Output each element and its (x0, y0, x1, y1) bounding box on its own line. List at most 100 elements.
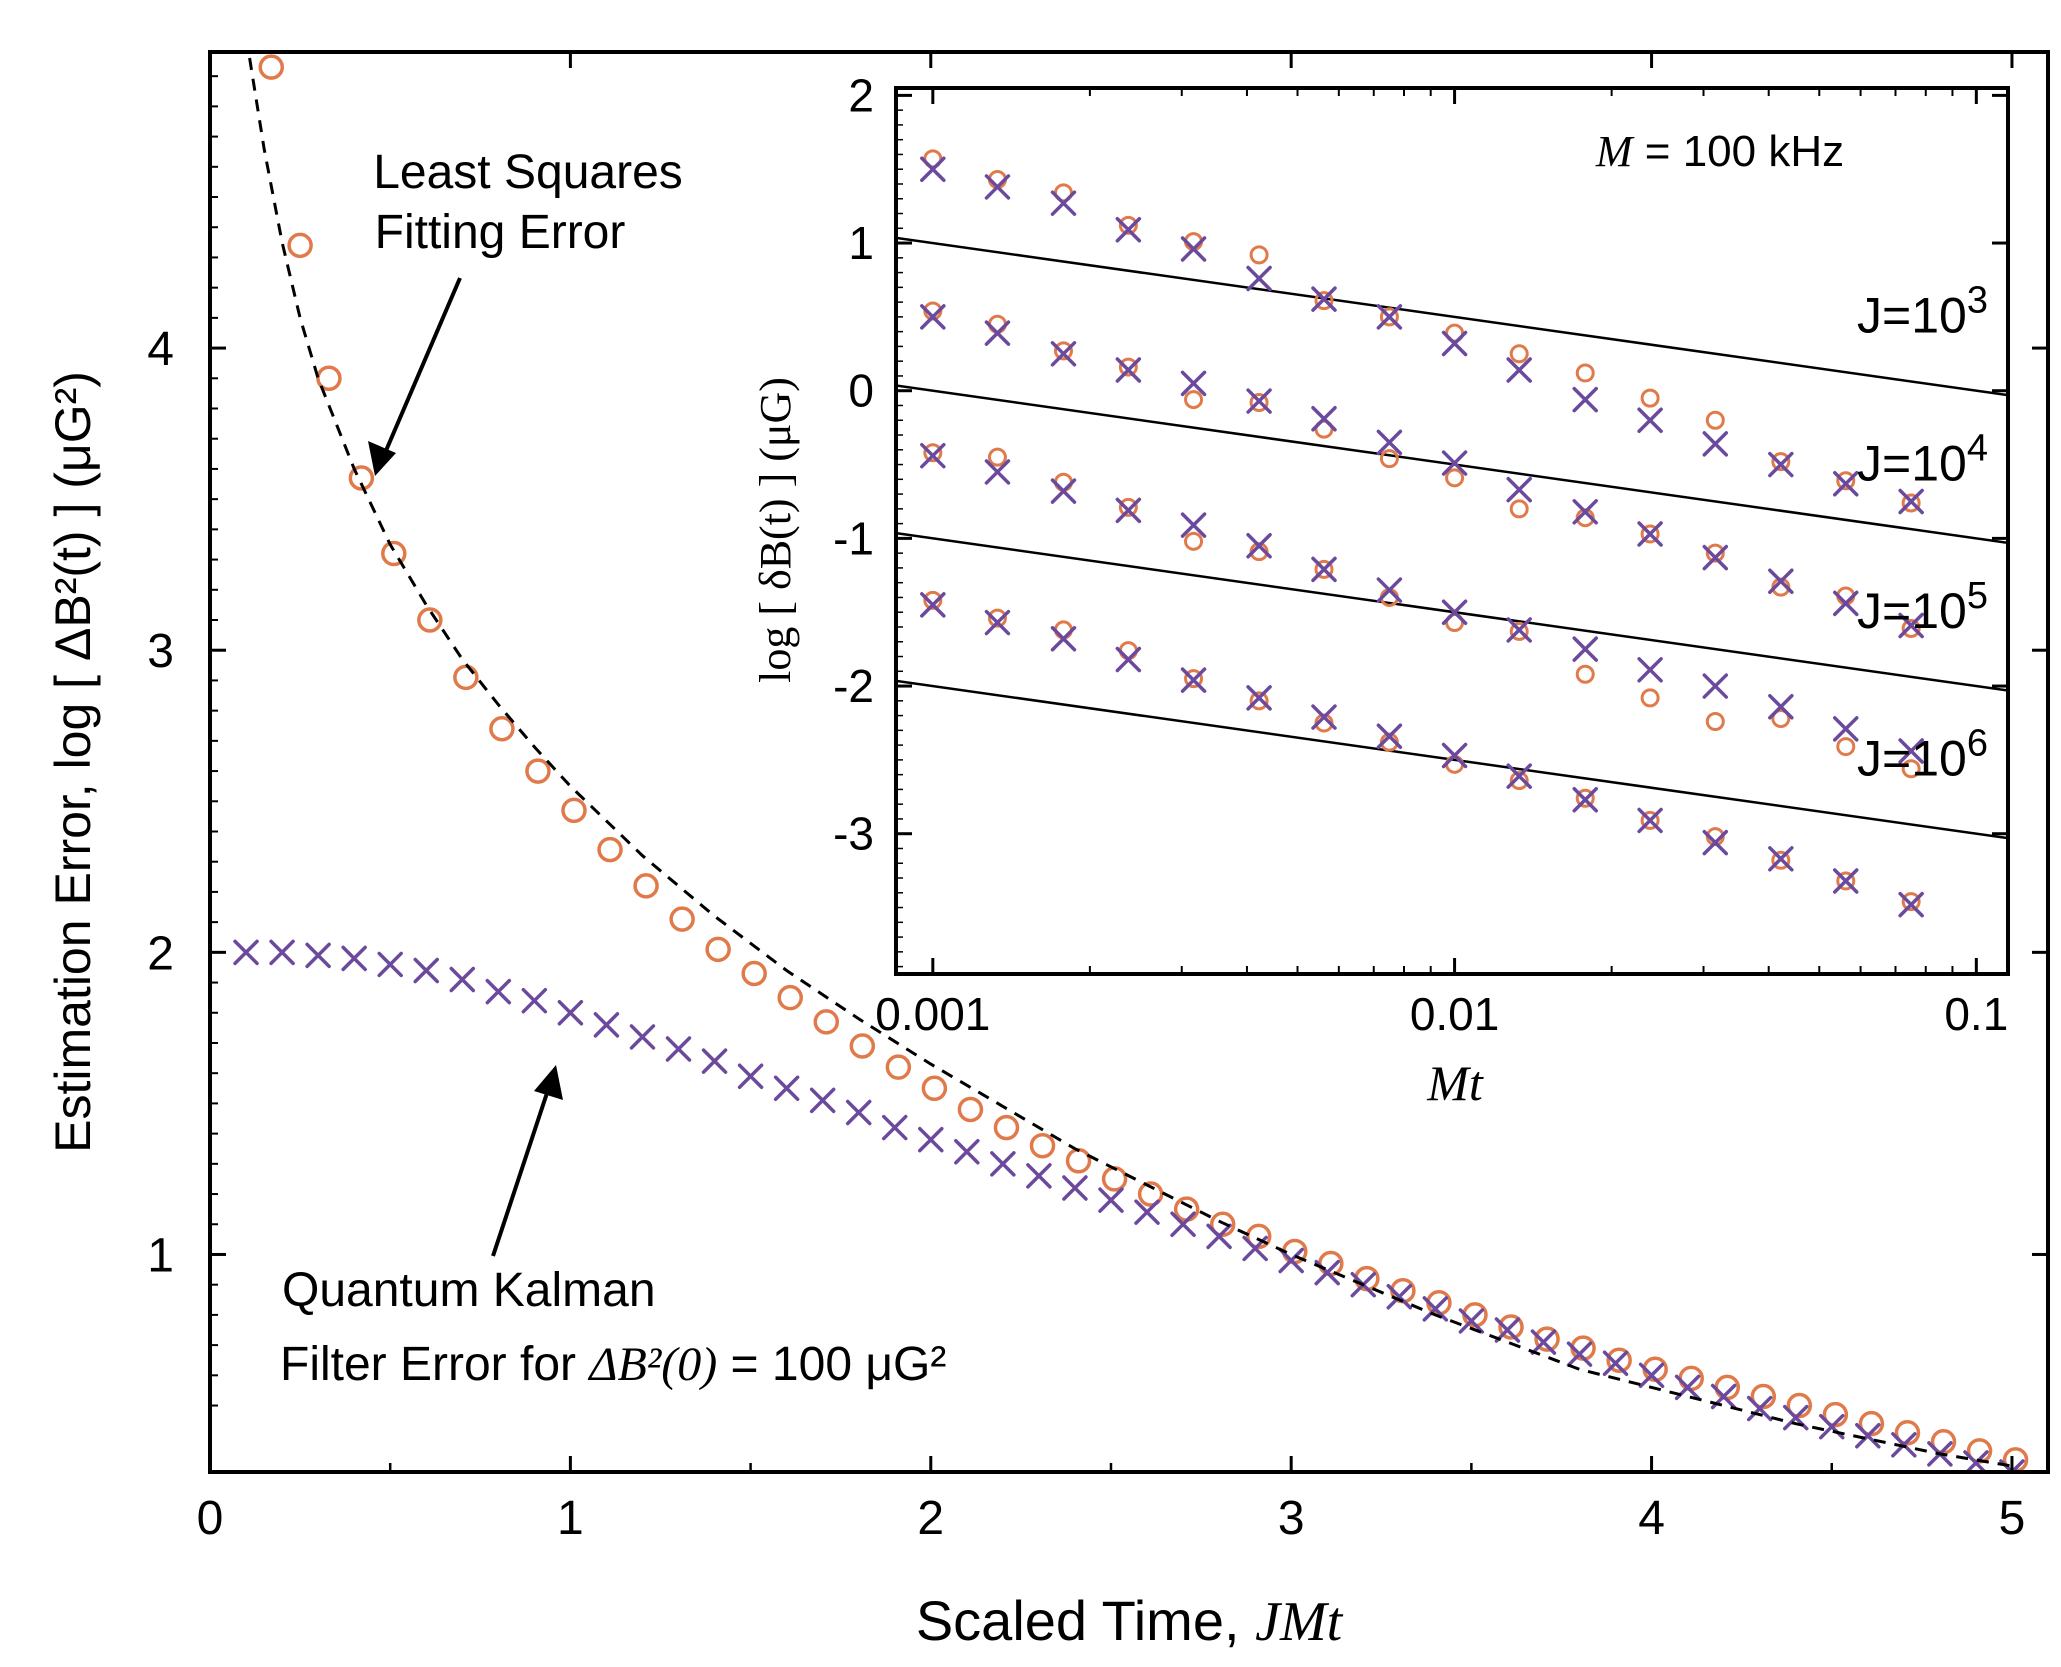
least-squares-point (1498, 1314, 1524, 1340)
inset-circle-point (1509, 499, 1529, 519)
inset-series-label: J=103 (1857, 280, 1988, 344)
main-annotations: Least Squares Fitting Error Quantum Kalm… (280, 146, 946, 1391)
inset-cross-point (920, 592, 946, 618)
kalman-point (413, 957, 439, 984)
inset-cross-point (984, 459, 1011, 485)
inset-cross-point (1180, 667, 1207, 693)
inset-cross-point (1637, 407, 1663, 433)
inset-cross-point (1180, 370, 1207, 397)
kalman-point (449, 966, 476, 993)
main-x-tick-label: 1 (557, 1492, 584, 1545)
inset-cross-point (984, 320, 1011, 346)
inset-cross-point (1311, 556, 1337, 583)
inset-circle-point (1249, 245, 1269, 265)
inset-series-label: J=105 (1857, 575, 1988, 639)
kalman-point (737, 1063, 764, 1089)
kalman-point (521, 987, 548, 1014)
kalman-point (665, 1036, 692, 1062)
kalman-point (1602, 1350, 1629, 1376)
main-y-axis-label: Estimation Error, log [ ΔB²(t) ] (μG²) (45, 371, 101, 1153)
inset-y-tick-label: -3 (833, 808, 874, 860)
least-squares-point (885, 1054, 912, 1080)
inset-circle-point (1118, 497, 1138, 517)
inset-x-axis-label: Mt (1426, 1055, 1484, 1111)
inset-circle-point (1836, 737, 1856, 757)
inset-series-label: J=104 (1857, 427, 1988, 491)
inset-cross-point (1833, 470, 1859, 497)
kalman-point (629, 1024, 656, 1050)
inset-circle-point (1705, 410, 1725, 430)
inset-cross-point (1702, 544, 1729, 571)
least-squares-point (561, 797, 587, 824)
inset-x-tick-label: 0.1 (1944, 988, 2008, 1040)
main-y-tick-label: 4 (147, 323, 174, 376)
inset-series-label-base: J=10 (1857, 435, 1967, 491)
kalman-point (233, 939, 259, 966)
kalman-point (485, 978, 512, 1005)
kalman-point (1422, 1296, 1449, 1322)
kalman-point (377, 951, 403, 978)
inset-series-label: J=106 (1857, 723, 1988, 787)
inset-series-label-base: J=10 (1857, 288, 1967, 344)
inset-x-tick-label: 0.01 (1410, 988, 1500, 1040)
main-x-tick-label: 3 (1278, 1492, 1305, 1545)
inset-cross-point (1246, 685, 1272, 711)
inset-cross-point (1050, 341, 1077, 367)
kalman-point (1494, 1317, 1521, 1343)
inset-cross-point (1180, 236, 1207, 262)
inset-circle-point (1575, 664, 1595, 684)
kalman-point (1855, 1422, 1881, 1449)
inset-cross-point (1898, 738, 1924, 764)
inset-circle-point (1314, 559, 1334, 579)
kalman-point (881, 1114, 908, 1141)
inset-cross-point (1833, 716, 1859, 742)
least-squares-point (348, 465, 375, 491)
inset-note-value: = 100 kHz (1633, 127, 1845, 176)
inset-circle-point (1249, 393, 1269, 413)
kalman-point (1638, 1362, 1665, 1389)
inset-series-label-exponent: 3 (1967, 280, 1988, 322)
kalman-point (990, 1151, 1016, 1177)
kalman-point (1170, 1211, 1196, 1238)
inset-cross-point (1115, 646, 1142, 673)
kalman-label-line1: Quantum Kalman (282, 1264, 656, 1317)
least-squares-point (1029, 1132, 1056, 1159)
inset-cross-point (920, 156, 946, 182)
inset-note-variable: M (1595, 127, 1635, 176)
inset-cross-point (1246, 265, 1272, 292)
least-squares-point (1245, 1223, 1272, 1250)
inset-cross-point (1572, 499, 1598, 525)
inset-circle-point (1771, 452, 1791, 472)
inset-circle-point (1901, 493, 1921, 513)
inset-cross-point (1115, 357, 1142, 383)
inset-plot-area (896, 149, 2008, 918)
inset-cross-point (1441, 742, 1468, 769)
inset-circle-point (1771, 709, 1791, 729)
inset-cross-point (1506, 476, 1532, 503)
inset-cross-point (1376, 577, 1403, 603)
inset-cross-point (1768, 451, 1794, 478)
least-squares-point (921, 1075, 948, 1102)
inset-cross-point (1506, 357, 1532, 383)
inset-circle-point (1575, 788, 1595, 808)
least-squares-point (1606, 1347, 1632, 1373)
least-squares-point (705, 936, 731, 963)
inset-series-label-base: J=10 (1857, 731, 1967, 787)
inset-series-label-exponent: 4 (1967, 427, 1988, 469)
main-plot-area (233, 54, 2029, 1472)
inset-cross-point (1441, 330, 1468, 357)
inset-cross-point (1246, 388, 1272, 414)
inset-plot-frame (894, 86, 2010, 976)
inset-circle-point (1184, 531, 1204, 551)
inset-cross-point (1441, 599, 1468, 625)
inset-cross-point (1572, 636, 1598, 662)
least-squares-point (993, 1114, 1020, 1141)
kalman-point (1098, 1187, 1124, 1213)
inset-y-tick-label: -2 (833, 660, 874, 712)
main-chart: 0 1 2 3 4 5 1 2 3 4 Least Squares Fitting Error Q… (45, 50, 2050, 1653)
least-squares-point (1750, 1383, 1777, 1410)
inset-circle-point (923, 590, 943, 610)
least-squares-point (417, 607, 443, 633)
inset-cross-point (920, 304, 946, 330)
inset-cross-point (1702, 431, 1729, 457)
